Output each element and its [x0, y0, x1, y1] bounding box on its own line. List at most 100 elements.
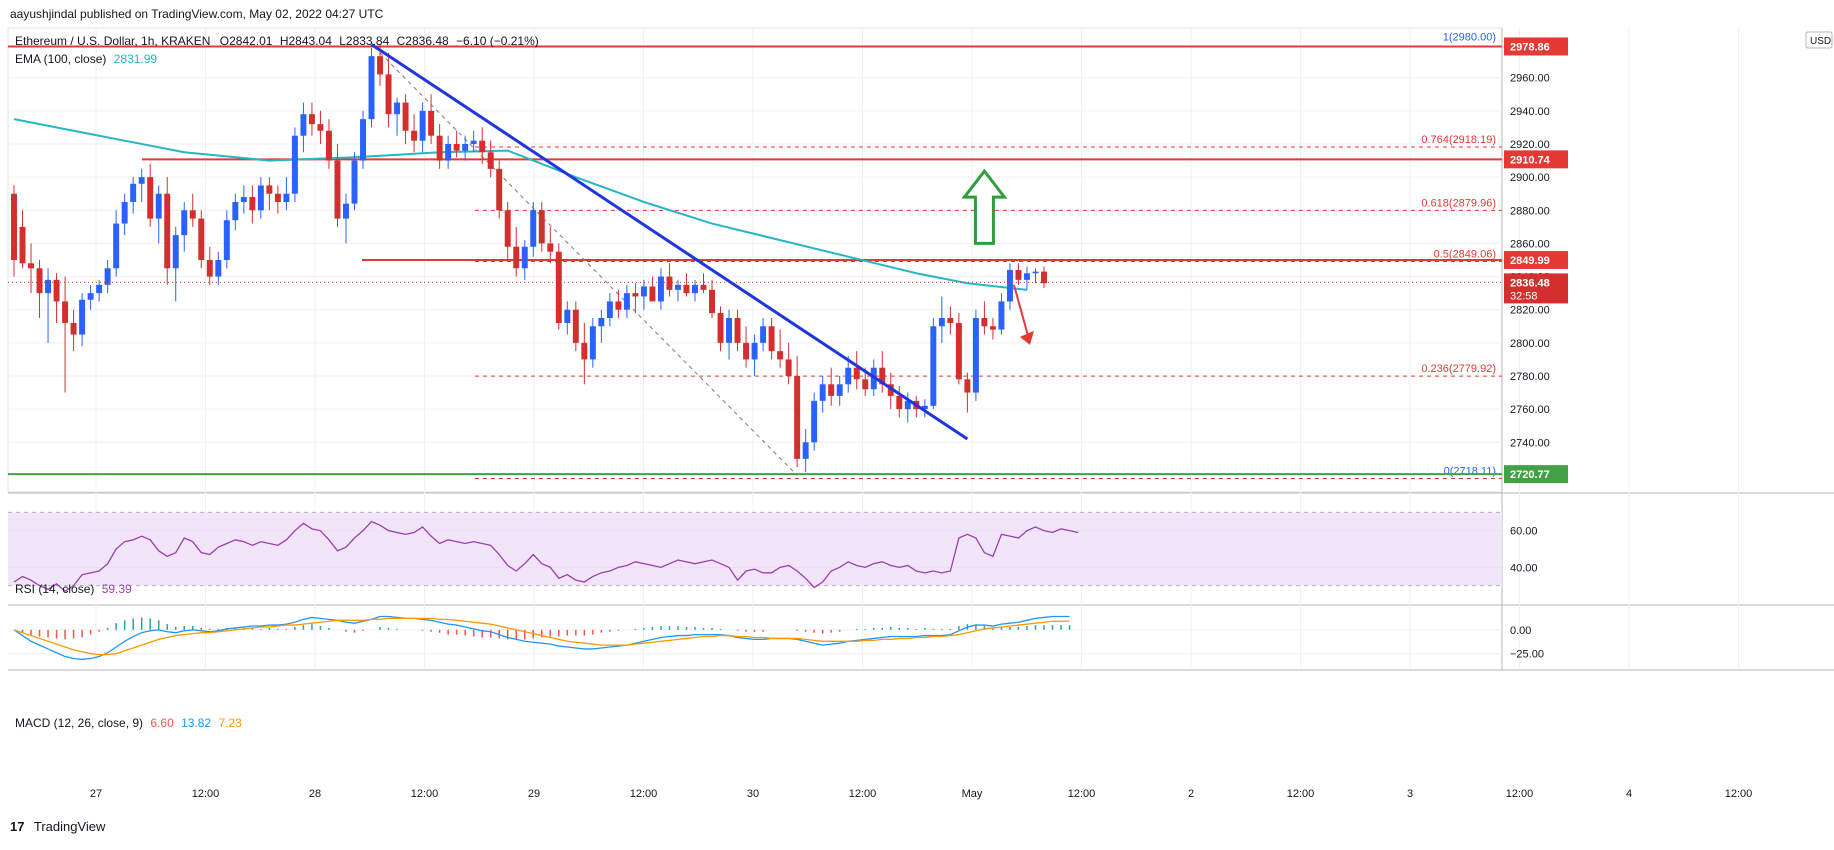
x-tick-label: 12:00 — [1068, 788, 1096, 800]
rsi-band — [8, 512, 1502, 586]
candle-body — [785, 359, 792, 376]
candle-body — [462, 144, 469, 151]
candle-body — [343, 203, 349, 219]
candle-body — [291, 135, 298, 194]
candle-body — [598, 318, 605, 327]
candle-body — [555, 251, 562, 323]
candle-body — [862, 379, 869, 390]
candle-body — [172, 235, 179, 269]
macd-line-value: 13.82 — [181, 716, 212, 730]
candle-body — [198, 218, 205, 260]
candle-body — [819, 384, 826, 401]
ohlc-low: L2833.84 — [339, 34, 390, 48]
tradingview-logo-icon: 17 — [10, 819, 25, 834]
fib-level-label: 0.5(2849.06) — [1434, 249, 1496, 261]
candle-body — [155, 193, 162, 219]
candle-body — [623, 293, 630, 310]
candle-body — [445, 144, 452, 161]
currency-button[interactable] — [1805, 31, 1833, 49]
candle-body — [19, 226, 26, 264]
y-tick-label: 2800.00 — [1510, 338, 1550, 350]
candle-body — [428, 110, 435, 136]
x-tick-label: 29 — [528, 788, 540, 800]
candle-body — [683, 284, 690, 294]
candle-body — [972, 318, 979, 393]
publisher-line: aayushjindal published on TradingView.co… — [10, 7, 384, 21]
candle-body — [606, 301, 613, 318]
level-price-tag — [1504, 37, 1568, 56]
candle-body — [317, 124, 324, 131]
candle-body — [283, 193, 290, 202]
red-down-arrow-icon — [1012, 284, 1031, 344]
ema-label: EMA (100, close) — [15, 52, 107, 66]
level-price-tag — [1504, 251, 1568, 270]
fib-retracement-diagonal — [379, 52, 798, 476]
candle-body — [674, 284, 681, 290]
candle-body — [794, 376, 801, 459]
x-tick-label: 12:00 — [1506, 788, 1534, 800]
ema-legend: EMA (100, close) 2831.99 — [15, 52, 157, 66]
candle-body — [700, 284, 707, 290]
candle-body — [998, 301, 1005, 330]
ohlc-high: H2843.04 — [279, 34, 332, 48]
x-tick-label: 28 — [309, 788, 321, 800]
candle-body — [692, 284, 698, 294]
candle-body — [62, 301, 69, 323]
candle-body — [351, 160, 358, 204]
symbol-name: Ethereum / U.S. Dollar, 1h, KRAKEN — [15, 34, 211, 48]
candle-body — [257, 185, 264, 211]
y-tick-label: 2880.00 — [1510, 205, 1550, 217]
macd-signal-line — [13, 617, 1070, 656]
level-price-text: 2910.74 — [1510, 154, 1551, 166]
candle-body — [955, 322, 962, 380]
candle-body — [385, 74, 392, 115]
candle-body — [402, 102, 409, 131]
candle-body — [87, 293, 94, 300]
bar-countdown-text: 32:58 — [1510, 290, 1538, 302]
candle-body — [743, 342, 750, 360]
x-tick-label: 12:00 — [1725, 788, 1753, 800]
candle-body — [538, 210, 545, 244]
candle-body — [377, 56, 384, 75]
candle-body — [1006, 269, 1013, 302]
candle-body — [530, 210, 537, 247]
candle-body — [496, 168, 503, 211]
x-tick-label: 12:00 — [630, 788, 658, 800]
macd-label: MACD (12, 26, close, 9) — [15, 716, 144, 730]
candle-body — [130, 183, 137, 202]
candle-body — [104, 268, 111, 285]
candle-body — [113, 223, 120, 269]
candle-body — [45, 279, 52, 294]
y-tick-label: 2860.00 — [1510, 238, 1550, 250]
candle-body — [615, 301, 622, 310]
macd-signal-value: 7.23 — [218, 716, 242, 730]
candle-body — [964, 379, 971, 393]
candle-body — [28, 263, 35, 269]
candle-body — [887, 384, 894, 396]
candle-body — [274, 193, 281, 202]
candle-body — [589, 326, 596, 360]
ohlc-open: O2842.01 — [219, 34, 273, 48]
currency-button-label: USD — [1810, 36, 1831, 47]
candle-body — [904, 400, 911, 410]
candle-body — [147, 177, 154, 219]
candle-body — [513, 246, 520, 269]
macd-tick-label: −25.00 — [1510, 649, 1544, 661]
level-price-text: 2720.77 — [1510, 469, 1550, 481]
candle-body — [164, 193, 171, 269]
x-tick-label: 3 — [1407, 788, 1413, 800]
fib-level-label: 0(2718.11) — [1444, 466, 1496, 478]
candle-body — [811, 400, 818, 443]
candle-body — [777, 351, 784, 360]
candle-body — [79, 299, 86, 335]
bearish-trend-line — [370, 43, 969, 441]
current-price-text: 2836.48 — [1510, 277, 1550, 289]
x-tick-label: 12:00 — [192, 788, 220, 800]
candle-body — [581, 342, 588, 360]
x-tick-label: 12:00 — [1287, 788, 1315, 800]
candle-body — [504, 210, 511, 247]
candle-body — [368, 56, 375, 120]
candle-body — [938, 318, 945, 327]
candle-body — [768, 326, 775, 352]
candle-body — [36, 268, 43, 294]
